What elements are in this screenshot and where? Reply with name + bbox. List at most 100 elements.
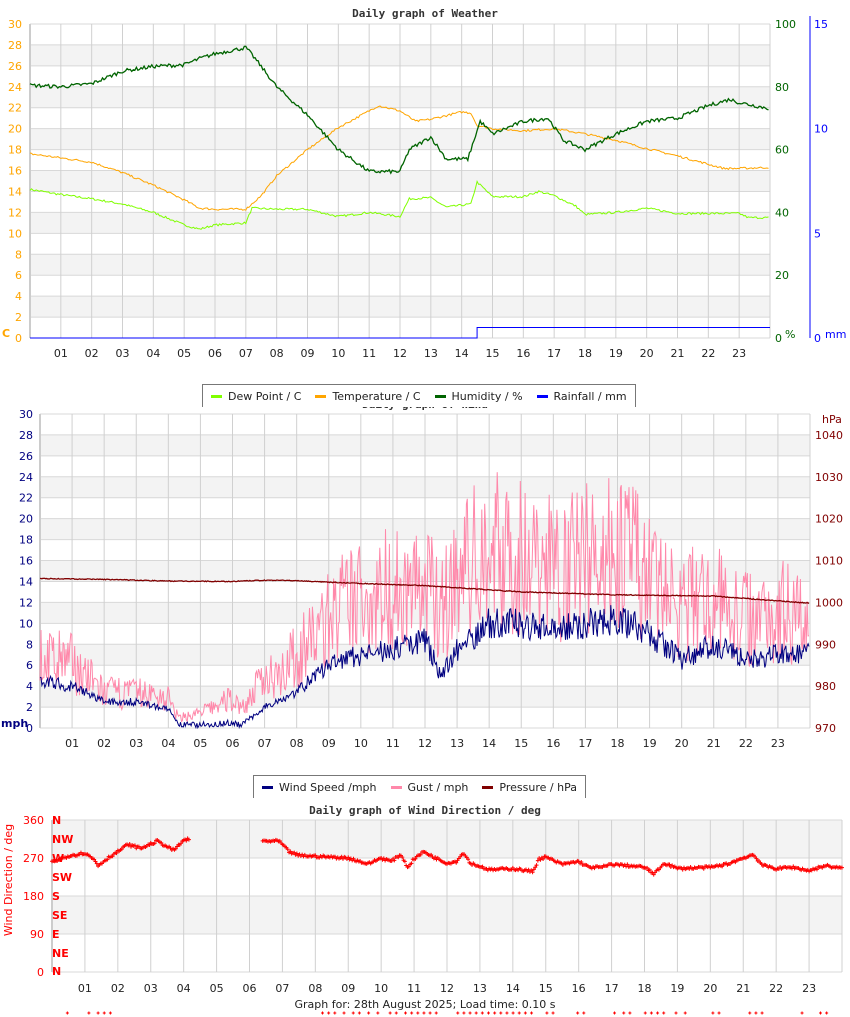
direction-point [406, 864, 411, 869]
direction-point [152, 841, 157, 846]
series-temperature [29, 105, 769, 211]
x-tick-label: 01 [65, 737, 79, 750]
x-tick-label: 21 [736, 982, 750, 995]
overflow-mark [643, 1011, 647, 1015]
direction-point [93, 859, 98, 864]
overflow-mark [468, 1011, 472, 1015]
y-tick-temp: 30 [8, 18, 22, 31]
overflow-mark [87, 1011, 91, 1015]
direction-point [701, 866, 706, 871]
direction-point [409, 861, 414, 866]
y-tick-temp: 20 [8, 123, 22, 136]
overflow-mark [825, 1011, 829, 1015]
x-tick-label: 14 [506, 982, 520, 995]
x-tick-label: 15 [539, 982, 553, 995]
x-tick-label: 04 [177, 982, 191, 995]
direction-point [392, 858, 397, 863]
x-tick-label: 04 [161, 737, 175, 750]
direction-point [159, 840, 164, 845]
y-tick-hpa: 1020 [815, 513, 843, 526]
overflow-mark [357, 1011, 361, 1015]
direction-point [647, 867, 652, 872]
direction-point [400, 855, 405, 860]
overflow-mark [748, 1011, 752, 1015]
direction-point [538, 857, 543, 862]
x-tick-label: 22 [701, 347, 715, 360]
overflow-mark [674, 1011, 678, 1015]
y-tick-deg: 180 [23, 890, 44, 903]
direction-point [105, 857, 110, 862]
overflow-mark [434, 1011, 438, 1015]
legend-item-rainfall: Rainfall / mm [536, 390, 627, 403]
chart-title-weather: Daily graph of Weather [352, 7, 498, 20]
x-tick-label: 13 [424, 347, 438, 360]
y-tick-hpa: 980 [815, 680, 836, 693]
y-tick-temp: 14 [8, 185, 22, 198]
y-tick-temp: 12 [8, 206, 22, 219]
compass-label: NE [52, 947, 69, 960]
x-tick-label: 17 [578, 737, 592, 750]
compass-label: E [52, 928, 60, 941]
x-tick-label: 10 [331, 347, 345, 360]
overflow-mark [486, 1011, 490, 1015]
overflow-mark [800, 1011, 804, 1015]
direction-point [531, 867, 536, 872]
x-tick-label: 04 [146, 347, 160, 360]
direction-point [814, 867, 819, 872]
direction-point [127, 841, 132, 846]
x-tick-label: 12 [418, 737, 432, 750]
overflow-mark [760, 1011, 764, 1015]
overflow-mark [505, 1011, 509, 1015]
y-tick-deg: 270 [23, 852, 44, 865]
legend-weather: Dew Point / C Temperature / C Humidity /… [202, 384, 636, 407]
y-tick-deg: 90 [30, 928, 44, 941]
y-tick-temp: 6 [15, 269, 22, 282]
y-tick-deg: 0 [37, 966, 44, 979]
compass-label: NW [52, 833, 73, 846]
overflow-mark [656, 1011, 660, 1015]
x-tick-label: 11 [362, 347, 376, 360]
overflow-mark [108, 1011, 112, 1015]
x-tick-label: 09 [341, 982, 355, 995]
direction-point [480, 864, 485, 869]
y-tick-humidity: 80 [775, 81, 789, 94]
direction-point [625, 862, 630, 867]
overflow-mark [818, 1011, 822, 1015]
overflow-mark [517, 1011, 521, 1015]
legend-item-wind-speed: Wind Speed /mph [262, 781, 377, 794]
direction-point [119, 847, 124, 852]
x-tick-label: 18 [611, 737, 625, 750]
y-tick-temp: 16 [8, 165, 22, 178]
y-tick-temp: 22 [8, 102, 22, 115]
direction-point [288, 849, 293, 854]
compass-label: S [52, 890, 60, 903]
y-tick-hpa: 1030 [815, 471, 843, 484]
direction-point [114, 851, 119, 856]
x-tick-label: 09 [322, 737, 336, 750]
direction-point [466, 857, 471, 862]
direction-point [530, 870, 535, 875]
x-tick-label: 18 [578, 347, 592, 360]
x-tick-label: 07 [258, 737, 272, 750]
overflow-mark [499, 1011, 503, 1015]
overflow-mark [456, 1011, 460, 1015]
overflow-mark [711, 1011, 715, 1015]
overflow-mark [754, 1011, 758, 1015]
y-tick-temp: 8 [15, 248, 22, 261]
direction-point [840, 865, 844, 870]
x-tick-label: 05 [177, 347, 191, 360]
overflow-mark [493, 1011, 497, 1015]
x-tick-label: 03 [129, 737, 143, 750]
direction-point [110, 854, 115, 859]
series-rainfall [30, 327, 770, 339]
direction-point [94, 861, 99, 866]
direction-point [526, 867, 531, 872]
x-tick-label: 05 [193, 737, 207, 750]
compass-label: SW [52, 871, 72, 884]
y-unit-rain: mm [825, 328, 846, 341]
compass-label: N [52, 965, 61, 978]
y-tick-mph: 10 [19, 617, 33, 630]
direction-point [402, 859, 407, 864]
x-tick-label: 23 [802, 982, 816, 995]
x-tick-label: 07 [239, 347, 253, 360]
